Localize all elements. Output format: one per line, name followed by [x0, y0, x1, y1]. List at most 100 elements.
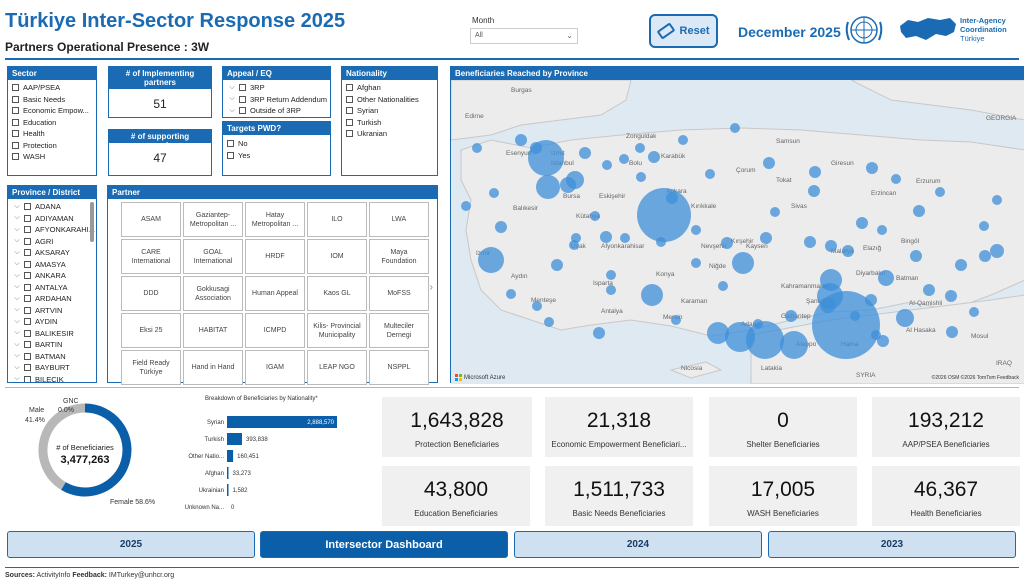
province-bubble[interactable]	[935, 187, 945, 197]
checkbox[interactable]	[346, 118, 353, 126]
month-dropdown[interactable]: All ⌄	[470, 28, 578, 44]
province-bubble[interactable]	[593, 327, 605, 339]
checkbox[interactable]	[12, 130, 19, 138]
checkbox[interactable]	[12, 95, 19, 103]
partner-cell[interactable]: LEAP NGO	[307, 350, 367, 385]
province-bubble[interactable]	[600, 231, 612, 243]
nationality-bar[interactable]	[227, 433, 242, 445]
checkbox[interactable]	[24, 341, 31, 349]
partner-cell[interactable]: HRDF	[245, 239, 305, 274]
province-bubble[interactable]	[725, 322, 755, 352]
province-bubble[interactable]	[515, 134, 527, 146]
province-bubble[interactable]	[969, 307, 979, 317]
province-bubble[interactable]	[825, 240, 837, 252]
province-bubble[interactable]	[923, 284, 935, 296]
province-bubble[interactable]	[992, 195, 1002, 205]
province-item[interactable]: ⌵ ANKARA	[8, 270, 96, 282]
province-bubble[interactable]	[785, 310, 797, 322]
province-bubble[interactable]	[495, 221, 507, 233]
province-bubble[interactable]	[666, 192, 678, 204]
province-bubble[interactable]	[579, 147, 591, 159]
province-bubble[interactable]	[489, 188, 499, 198]
expand-chevron-icon[interactable]: ⌵	[14, 260, 20, 268]
partner-cell[interactable]: Field Ready Türkiye	[121, 350, 181, 385]
province-bubble[interactable]	[979, 250, 991, 262]
province-bubble[interactable]	[856, 217, 868, 229]
province-bubble[interactable]	[636, 172, 646, 182]
appeal-item[interactable]: ⌵ Outside of 3RP	[223, 105, 330, 117]
province-item[interactable]: ⌵ BAYBURT	[8, 362, 96, 374]
partner-cell[interactable]: ILO	[307, 202, 367, 237]
province-bubble[interactable]	[656, 237, 666, 247]
expand-chevron-icon[interactable]: ⌵	[14, 317, 20, 325]
province-bubble[interactable]	[619, 154, 629, 164]
sector-item[interactable]: Basic Needs	[8, 94, 96, 106]
province-bubble[interactable]	[896, 309, 914, 327]
sector-item[interactable]: Health	[8, 128, 96, 140]
province-bubble[interactable]	[946, 326, 958, 338]
partner-cell[interactable]: IOM	[307, 239, 367, 274]
province-bubble[interactable]	[804, 236, 816, 248]
sector-item[interactable]: AAP/PSEA	[8, 82, 96, 94]
pwd-item[interactable]: Yes	[223, 150, 330, 162]
partner-cell[interactable]: ASAM	[121, 202, 181, 237]
checkbox[interactable]	[24, 295, 31, 303]
checkbox[interactable]	[24, 237, 31, 245]
province-bubble[interactable]	[808, 185, 820, 197]
province-item[interactable]: ⌵ BILECIK	[8, 374, 96, 383]
partner-cell[interactable]: Multeciler Dernegi	[369, 313, 429, 348]
province-bubble[interactable]	[763, 157, 775, 169]
province-bubble[interactable]	[877, 225, 887, 235]
sector-item[interactable]: Protection	[8, 140, 96, 152]
donut-segment-male[interactable]	[38, 403, 86, 490]
checkbox[interactable]	[12, 141, 19, 149]
partner-cell[interactable]: CARE International	[121, 239, 181, 274]
province-bubble[interactable]	[871, 330, 881, 340]
province-bubble[interactable]	[770, 207, 780, 217]
nationality-item[interactable]: Turkish	[342, 117, 437, 129]
nationality-bar[interactable]	[227, 467, 229, 479]
partner-cell[interactable]: Gaziantep-Metropolitan ...	[183, 202, 243, 237]
expand-chevron-icon[interactable]: ⌵	[229, 95, 235, 103]
expand-chevron-icon[interactable]: ⌵	[229, 83, 235, 91]
donut-segment-female[interactable]	[61, 403, 132, 497]
expand-chevron-icon[interactable]: ⌵	[14, 202, 20, 210]
province-bubble[interactable]	[606, 285, 616, 295]
province-bubble[interactable]	[691, 225, 701, 235]
map-attribution[interactable]: ©2026 OSM ©2026 TomTom Feedback	[931, 375, 1019, 381]
province-item[interactable]: ⌵ AYDIN	[8, 316, 96, 328]
province-bubble[interactable]	[753, 319, 763, 329]
expand-chevron-icon[interactable]: ⌵	[14, 271, 20, 279]
expand-chevron-icon[interactable]: ⌵	[14, 248, 20, 256]
checkbox[interactable]	[24, 214, 31, 222]
province-bubble[interactable]	[809, 166, 821, 178]
province-bubble[interactable]	[478, 247, 504, 273]
province-item[interactable]: ⌵ ARDAHAN	[8, 293, 96, 305]
partner-cell[interactable]: HABITAT	[183, 313, 243, 348]
province-bubble[interactable]	[641, 284, 663, 306]
checkbox[interactable]	[12, 107, 19, 115]
expand-chevron-icon[interactable]: ⌵	[229, 106, 235, 114]
province-bubble[interactable]	[461, 201, 471, 211]
checkbox[interactable]	[12, 153, 19, 161]
province-bubble[interactable]	[560, 177, 576, 193]
province-bubble[interactable]	[721, 237, 733, 249]
province-bubble[interactable]	[637, 188, 691, 242]
province-bubble[interactable]	[532, 301, 542, 311]
appeal-item[interactable]: ⌵ 3RP Return Addendum	[223, 94, 330, 106]
checkbox[interactable]	[227, 151, 234, 159]
province-bubble[interactable]	[606, 270, 616, 280]
appeal-item[interactable]: ⌵ 3RP	[223, 82, 330, 94]
province-item[interactable]: ⌵ BALIKESIR	[8, 328, 96, 340]
partner-cell[interactable]: Kaos GL	[307, 276, 367, 311]
partner-cell[interactable]: Eksi 25	[121, 313, 181, 348]
checkbox[interactable]	[24, 318, 31, 326]
partner-cell[interactable]: NSPPL	[369, 350, 429, 385]
province-bubble[interactable]	[945, 290, 957, 302]
expand-chevron-icon[interactable]: ⌵	[14, 375, 20, 383]
province-bubble[interactable]	[732, 252, 754, 274]
province-item[interactable]: ⌵ AGRI	[8, 236, 96, 248]
sector-item[interactable]: WASH	[8, 151, 96, 163]
partner-cell[interactable]: IGAM	[245, 350, 305, 385]
checkbox[interactable]	[24, 226, 31, 234]
